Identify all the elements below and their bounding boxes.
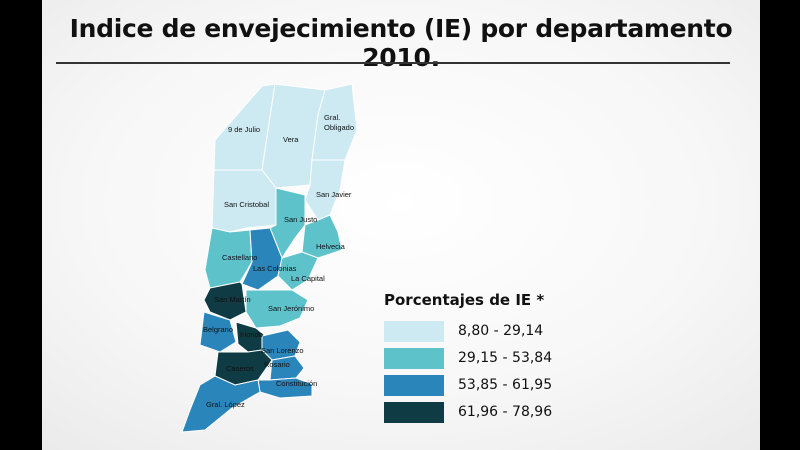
legend-item: 8,80 - 29,14: [384, 320, 543, 342]
department-constitucion: [257, 377, 313, 399]
department-san-jeronimo: [245, 289, 309, 329]
department-label-castellano: Castellano: [222, 253, 257, 262]
department-label-la-capital: La Capital: [291, 274, 325, 283]
department-label-helvecia: Helvecia: [316, 242, 346, 251]
department-la-capital: [277, 251, 319, 291]
department-castellano: [204, 227, 253, 289]
map-title: Indice de envejecimiento (IE) por depart…: [69, 14, 733, 72]
department-gral-lopez: [181, 375, 261, 433]
department-label-vera: Vera: [283, 135, 299, 144]
department-label-san-cristobal: San Cristobal: [224, 200, 269, 209]
department-san-martin: [203, 281, 247, 321]
left-letterbox-bar: [0, 0, 42, 450]
legend-item: 53,85 - 61,95: [384, 374, 552, 396]
legend-swatch: [384, 401, 444, 423]
department-label-9-de-julio: 9 de Julio: [228, 125, 260, 134]
legend-label: 53,85 - 61,95: [458, 377, 553, 393]
department-belgrano: [199, 311, 237, 353]
legend-item: 29,15 - 53,84: [384, 347, 552, 369]
department-label-san-jeronimo: San Jerónimo: [268, 304, 314, 313]
legend-swatch: [384, 374, 444, 396]
title-divider: [56, 62, 730, 64]
legend-label: 29,15 - 53,84: [458, 350, 553, 366]
department-label-constitucion: Constitución: [276, 379, 317, 388]
legend-swatch: [384, 320, 444, 342]
department-san-justo: [269, 187, 306, 259]
right-letterbox-bar: [760, 0, 800, 450]
legend-label: 8,80 - 29,14: [458, 323, 544, 339]
department-helvecia: [301, 214, 343, 259]
department-label-gral-lopez: Gral. López: [206, 400, 245, 409]
department-rosario: [269, 355, 305, 381]
department-label-san-lorenzo: San Lorenzo: [261, 346, 304, 355]
department-label-san-justo: San Justo: [284, 215, 317, 224]
legend-item: 61,96 - 78,96: [384, 401, 552, 423]
department-label-las-colonias: Las Colonias: [253, 264, 297, 273]
department-label-belgrano: Belgrano: [203, 325, 233, 334]
legend-swatch: [384, 347, 444, 369]
legend-title: Porcentajes de IE *: [384, 291, 545, 309]
department-label-san-martin: San Martín: [214, 295, 251, 304]
department-label-gral-obligado: Gral. Obligado: [324, 113, 354, 132]
department-label-caseros: Caseros: [226, 364, 254, 373]
legend-label: 61,96 - 78,96: [458, 404, 553, 420]
department-label-iriondo: Iriondo: [240, 330, 263, 339]
department-las-colonias: [241, 227, 283, 291]
department-label-san-javier: San Javier: [316, 190, 352, 199]
department-label-rosario: Rosario: [264, 360, 290, 369]
